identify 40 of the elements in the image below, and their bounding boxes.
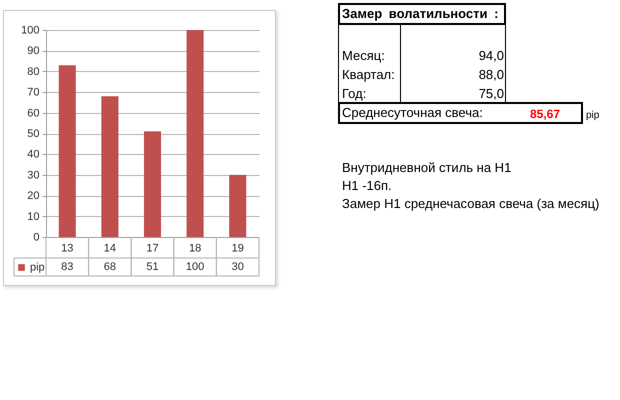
data-label: 51	[146, 261, 159, 273]
text: Внутридневной стиль на H1	[342, 160, 512, 176]
text: Месяц:	[342, 48, 385, 64]
y-tick-label: 90	[27, 45, 40, 58]
data-label: 100	[186, 261, 204, 273]
legend-label: pip	[30, 262, 45, 274]
x-tick-label: 13	[61, 242, 74, 254]
y-tick-label: 80	[27, 66, 40, 78]
text: Среднесуточная свеча:	[342, 105, 483, 121]
bar	[101, 96, 118, 237]
text: Замер H1 среднечасовая свеча (за месяц)	[342, 196, 600, 212]
data-label: 83	[61, 261, 74, 273]
data-label: 68	[104, 261, 116, 273]
text: Замер волатильности :	[342, 6, 498, 22]
y-tick-label: 60	[27, 107, 40, 120]
bar	[144, 131, 162, 237]
y-tick-label: 10	[27, 210, 40, 223]
x-tick-label: 18	[188, 242, 202, 254]
y-tick-label: 40	[27, 148, 40, 161]
text: 75,0	[478, 86, 504, 102]
text: Квартал:	[342, 67, 395, 83]
y-tick-label: 70	[27, 86, 40, 99]
y-tick-label: 30	[27, 169, 40, 182]
y-tick-label: 100	[21, 24, 40, 36]
text: 94,0	[478, 48, 504, 64]
y-tick-label: 0	[33, 232, 40, 244]
y-tick-label: 50	[27, 128, 40, 140]
text: 85,67	[530, 106, 560, 122]
y-tick-label: 20	[27, 190, 40, 202]
data-label: 30	[232, 261, 244, 273]
text: Год:	[342, 86, 366, 102]
bar	[186, 30, 204, 237]
x-tick-label: 14	[104, 242, 116, 254]
text: pip	[586, 109, 600, 123]
x-tick-label: 17	[146, 242, 159, 254]
x-tick-label: 19	[232, 242, 244, 254]
bar	[58, 65, 76, 237]
text: 88,0	[478, 67, 504, 83]
text: H1 -16п.	[342, 178, 392, 194]
bar	[229, 174, 246, 237]
